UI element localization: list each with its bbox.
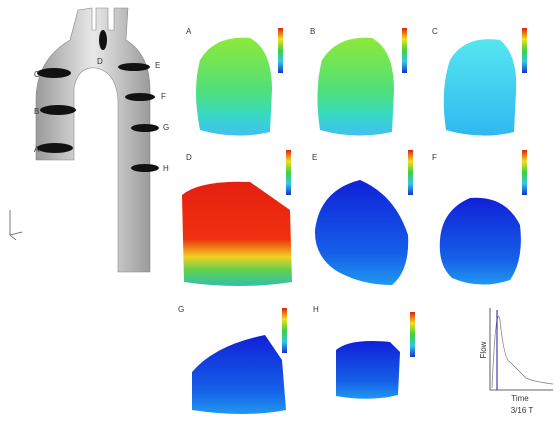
- panel-label: A: [186, 27, 192, 36]
- plane-label: G: [163, 123, 169, 132]
- inset-x-label: Time: [511, 394, 529, 403]
- plane-label: H: [163, 164, 169, 173]
- plane-label: A: [34, 145, 40, 154]
- panel: G: [178, 305, 287, 414]
- plane-label: C: [34, 70, 40, 79]
- panel-label: G: [178, 305, 184, 314]
- plane-label: D: [97, 57, 103, 66]
- panel: H: [313, 305, 415, 399]
- aorta-model: [10, 8, 159, 272]
- plane-label: F: [161, 92, 166, 101]
- inset-y-label: Flow: [479, 341, 488, 358]
- panel-label: D: [186, 153, 192, 162]
- panel-label: E: [312, 153, 317, 162]
- panel: B: [310, 27, 407, 135]
- panel: F: [432, 150, 527, 285]
- panel: C: [432, 27, 527, 135]
- panel: D: [182, 150, 292, 286]
- panel-label: F: [432, 153, 437, 162]
- panel-label: H: [313, 305, 319, 314]
- panel-label: C: [432, 27, 438, 36]
- inset-caption: 3/16 T: [511, 406, 534, 415]
- panel-label: B: [310, 27, 315, 36]
- panel: A: [186, 27, 283, 135]
- plane-label: E: [155, 61, 160, 70]
- flow-inset: Flow Time 3/16 T: [479, 308, 553, 415]
- plane-label: B: [34, 107, 39, 116]
- figure: A B C D E F G H A B C D E F G: [0, 0, 555, 429]
- panel: E: [312, 150, 413, 285]
